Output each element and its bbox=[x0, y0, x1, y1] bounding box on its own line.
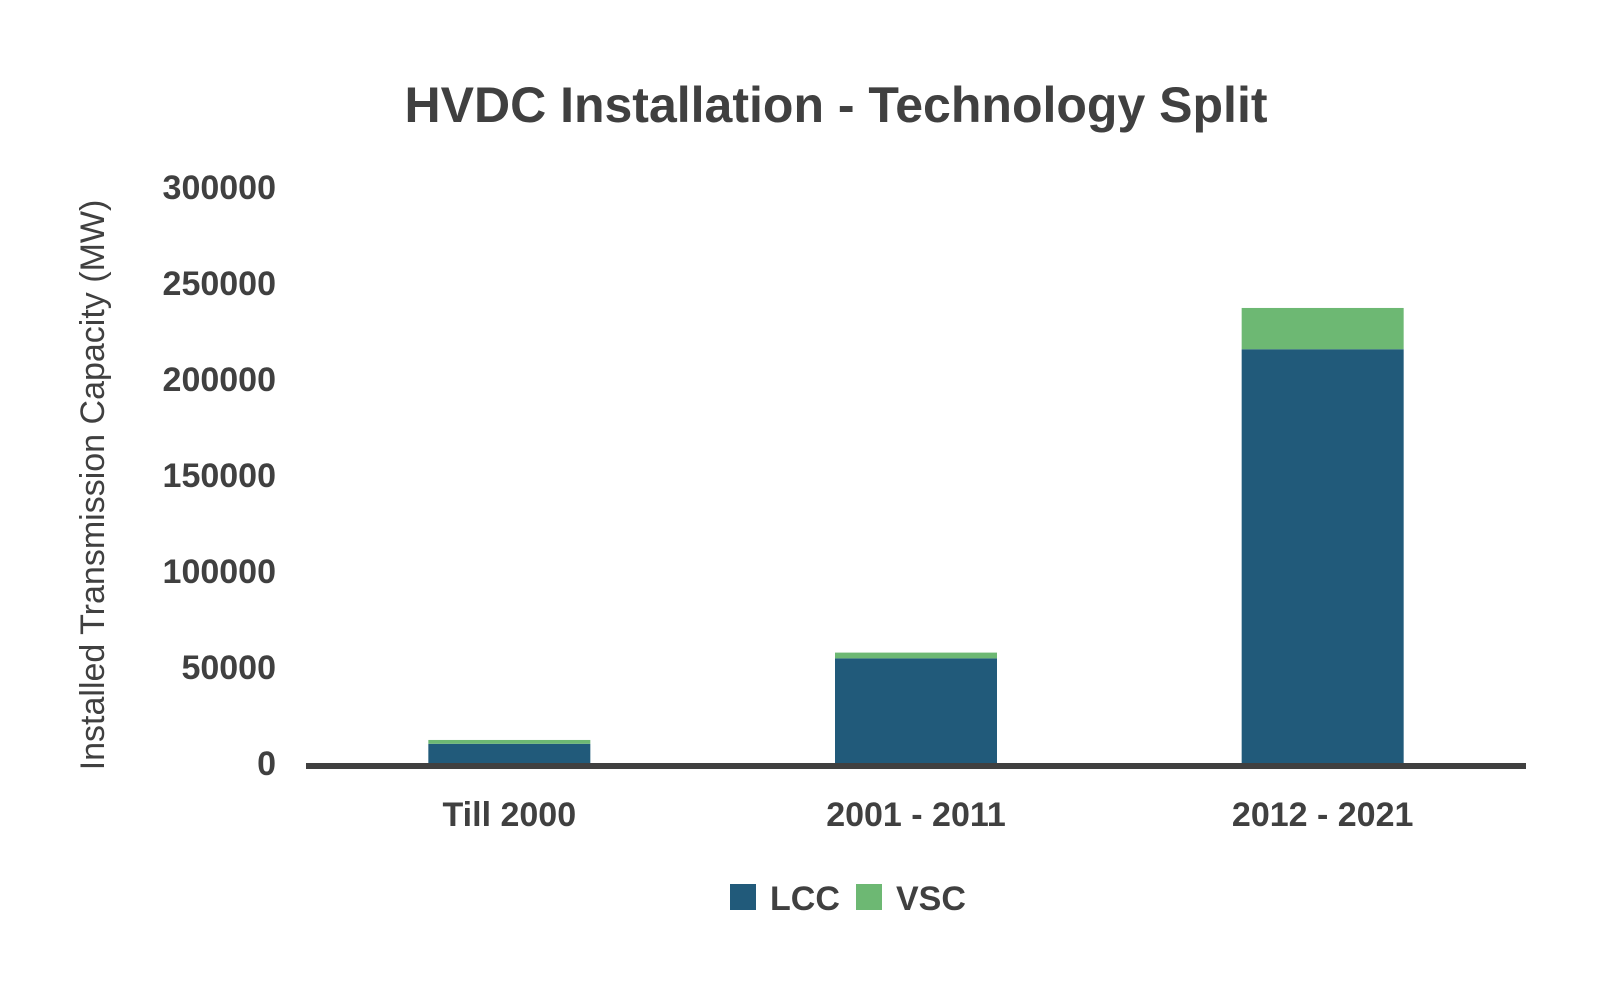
y-axis-ticks: 0 50000 100000 150000 200000 250000 300000 bbox=[163, 169, 276, 783]
y-tick-label: 200000 bbox=[163, 361, 276, 399]
bars bbox=[428, 307, 1404, 763]
bar-vsc bbox=[1241, 307, 1404, 350]
bar-lcc bbox=[428, 743, 591, 763]
x-tick-label: 2012 - 2021 bbox=[1232, 796, 1414, 834]
legend-swatch-vsc bbox=[856, 884, 882, 910]
chart-title: HVDC Installation - Technology Split bbox=[405, 77, 1268, 133]
legend: LCC VSC bbox=[730, 880, 966, 918]
y-tick-label: 300000 bbox=[163, 169, 276, 207]
bar-vsc bbox=[835, 652, 997, 659]
legend-label-lcc: LCC bbox=[770, 880, 840, 918]
x-tick-label: Till 2000 bbox=[443, 796, 577, 834]
legend-label-vsc: VSC bbox=[896, 880, 966, 918]
y-axis-label: Installed Transmission Capacity (MW) bbox=[74, 200, 112, 771]
x-axis-labels: Till 2000 2001 - 2011 2012 - 2021 bbox=[443, 796, 1414, 834]
bar-lcc bbox=[835, 658, 997, 763]
y-tick-label: 50000 bbox=[181, 649, 276, 687]
legend-swatch-lcc bbox=[730, 884, 756, 910]
y-tick-label: 250000 bbox=[163, 265, 276, 303]
y-tick-label: 0 bbox=[257, 745, 276, 783]
bar-lcc bbox=[1241, 349, 1404, 763]
bar-vsc bbox=[428, 739, 591, 744]
y-tick-label: 150000 bbox=[163, 457, 276, 495]
x-tick-label: 2001 - 2011 bbox=[826, 796, 1006, 834]
y-tick-label: 100000 bbox=[163, 553, 276, 591]
